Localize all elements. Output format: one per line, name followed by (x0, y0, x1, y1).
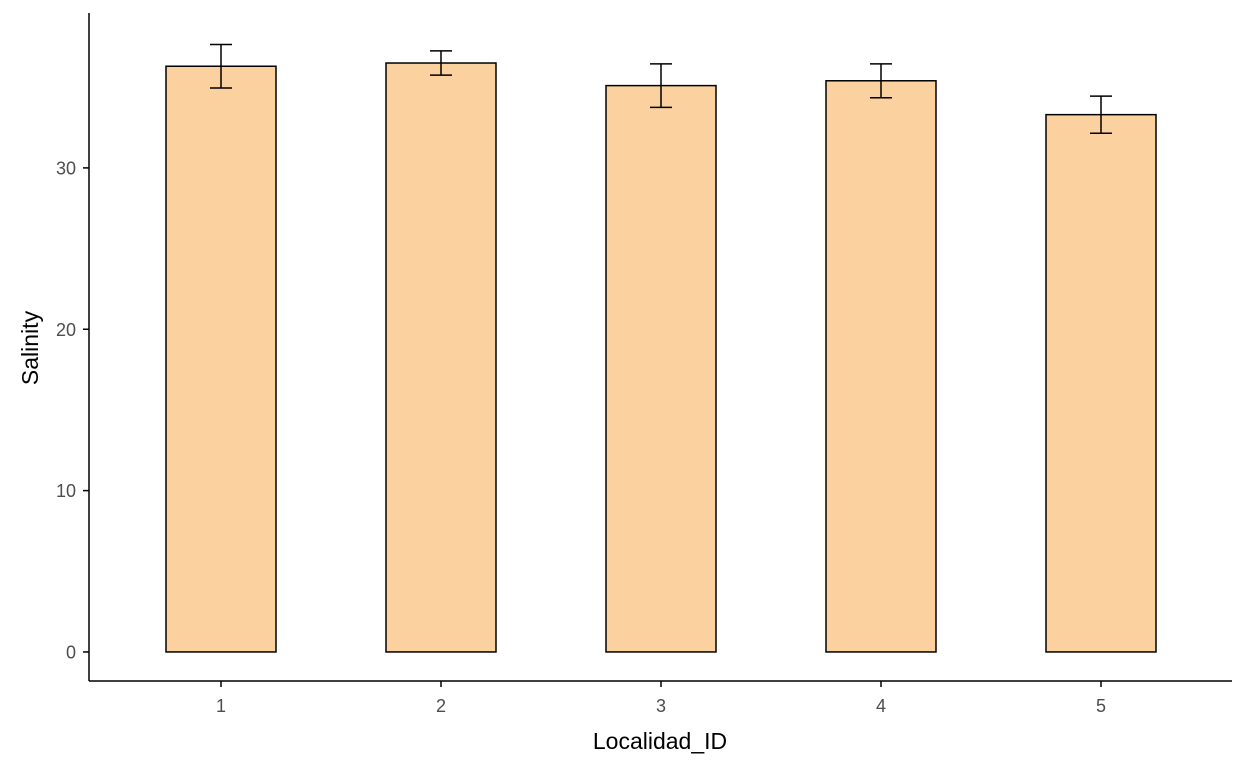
y-tick-label: 20 (56, 320, 76, 340)
bar-2 (385, 62, 497, 653)
bars-layer (165, 62, 1157, 653)
bar-3 (605, 84, 717, 653)
errorbar-2 (430, 50, 452, 76)
bar-5 (1045, 113, 1157, 653)
bar-4 (825, 80, 937, 653)
errorbars-layer (210, 43, 1112, 134)
y-tick-label: 10 (56, 481, 76, 501)
x-tick-label: 4 (876, 696, 886, 716)
x-ticks: 1 2 3 4 5 (216, 681, 1106, 716)
errorbar-1 (210, 43, 232, 89)
y-ticks: 0 10 20 30 (56, 158, 89, 662)
x-tick-label: 3 (656, 696, 666, 716)
y-tick-label: 30 (56, 158, 76, 178)
y-axis-title: Salinity (17, 310, 43, 385)
y-tick-label: 0 (66, 642, 76, 662)
x-axis-title: Localidad_ID (593, 728, 727, 754)
bar-1 (165, 65, 277, 653)
errorbar-3 (650, 63, 672, 109)
errorbar-4 (870, 63, 892, 99)
errorbar-5 (1090, 95, 1112, 134)
x-tick-label: 5 (1096, 696, 1106, 716)
x-tick-label: 2 (436, 696, 446, 716)
x-tick-label: 1 (216, 696, 226, 716)
